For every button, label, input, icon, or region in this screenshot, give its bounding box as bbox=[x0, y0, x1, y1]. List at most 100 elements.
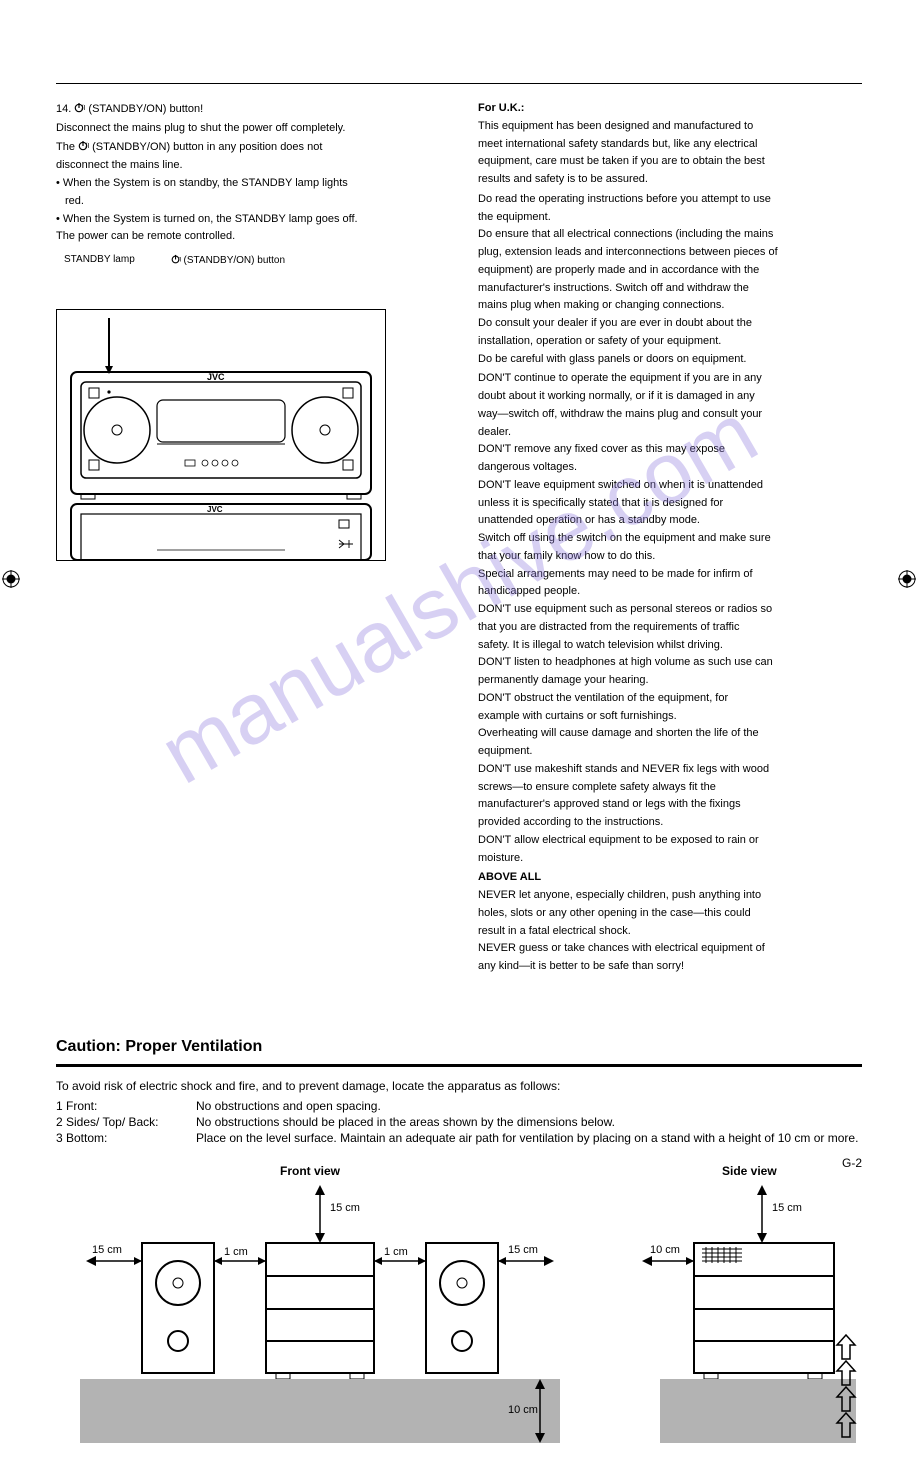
left-line-3: The /I (STANDBY/ON) button in any positi… bbox=[56, 140, 440, 156]
front-view-diagram: Front view 15 cm bbox=[80, 1161, 560, 1461]
left-l3-rest: (STANDBY/ON) button in any position does… bbox=[92, 141, 322, 153]
left-l8: The power can be remote controlled. bbox=[56, 230, 440, 244]
left-l1-rest: (STANDBY/ON) button! bbox=[88, 103, 203, 115]
power-icon: /I bbox=[74, 102, 85, 118]
left-l2: Disconnect the mains plug to shut the po… bbox=[56, 122, 440, 136]
caution-title: Caution: Proper Ventilation bbox=[56, 1038, 862, 1056]
r-l9: equipment) are properly made and in acco… bbox=[478, 264, 862, 278]
standby-lamp-label: STANDBY lamp bbox=[64, 254, 135, 269]
row3-label: 3 Bottom: bbox=[56, 1131, 196, 1145]
r-l24: Switch off using the switch on the equip… bbox=[478, 532, 862, 546]
svg-text:Side view: Side view bbox=[722, 1164, 777, 1178]
r-l38: screws—to ensure complete safety always … bbox=[478, 781, 862, 795]
r-l11: mains plug when making or changing conne… bbox=[478, 299, 862, 313]
registration-mark-right bbox=[898, 570, 916, 588]
r-l4: results and safety is to be assured. bbox=[478, 173, 862, 187]
front-view-label: Front view bbox=[280, 1164, 341, 1178]
svg-text:10 cm: 10 cm bbox=[650, 1244, 680, 1256]
r-l3: equipment, care must be taken if you are… bbox=[478, 155, 862, 169]
r-l34: example with curtains or soft furnishing… bbox=[478, 710, 862, 724]
r-l10: manufacturer's instructions. Switch off … bbox=[478, 282, 862, 296]
row3-text: Place on the level surface. Maintain an … bbox=[196, 1131, 862, 1145]
uk-title: For U.K.: bbox=[478, 102, 862, 116]
r-l41: DON'T allow electrical equipment to be e… bbox=[478, 834, 862, 848]
a5: any kind—it is better to be safe than so… bbox=[478, 960, 862, 974]
svg-text:15 cm: 15 cm bbox=[330, 1202, 360, 1214]
r-l36: equipment. bbox=[478, 745, 862, 759]
left-line-1: 14. /I (STANDBY/ON) button! bbox=[56, 102, 440, 118]
power-icon: /I bbox=[78, 140, 89, 156]
r-l15: DON'T continue to operate the equipment … bbox=[478, 372, 862, 386]
svg-text:10 cm: 10 cm bbox=[508, 1404, 538, 1416]
svg-text:JVC: JVC bbox=[207, 372, 225, 382]
left-column: 14. /I (STANDBY/ON) button! Disconnect t… bbox=[56, 102, 440, 978]
left-l6: red. bbox=[56, 195, 440, 209]
row2-text: No obstructions should be placed in the … bbox=[196, 1115, 862, 1129]
r-l7: Do ensure that all electrical connection… bbox=[478, 228, 862, 242]
r-l2: meet international safety standards but,… bbox=[478, 138, 862, 152]
r-l12: Do consult your dealer if you are ever i… bbox=[478, 317, 862, 331]
a2: holes, slots or any other opening in the… bbox=[478, 907, 862, 921]
r-l35: Overheating will cause damage and shorte… bbox=[478, 727, 862, 741]
r-l13: installation, operation or safety of you… bbox=[478, 335, 862, 349]
r-l19: DON'T remove any fixed cover as this may… bbox=[478, 443, 862, 457]
left-l7: • When the System is turned on, the STAN… bbox=[56, 213, 440, 227]
r-l33: DON'T obstruct the ventilation of the eq… bbox=[478, 692, 862, 706]
r-l27: handicapped people. bbox=[478, 585, 862, 599]
left-l5: • When the System is on standby, the STA… bbox=[56, 177, 440, 191]
row1-label: 1 Front: bbox=[56, 1099, 196, 1113]
svg-text:15 cm: 15 cm bbox=[508, 1244, 538, 1256]
standby-button-label: /I (STANDBY/ON) button bbox=[171, 254, 285, 269]
divider-top bbox=[56, 83, 862, 84]
svg-text:1 cm: 1 cm bbox=[384, 1246, 408, 1258]
r-l6: the equipment. bbox=[478, 211, 862, 225]
svg-text:/I: /I bbox=[82, 105, 86, 112]
side-view-diagram: Side view 15 cm bbox=[642, 1161, 872, 1461]
page: manualshive.com 14. /I (STANDBY/ON) butt… bbox=[0, 0, 918, 1188]
r-l29: that you are distracted from the require… bbox=[478, 621, 862, 635]
r-l1: This equipment has been designed and man… bbox=[478, 120, 862, 134]
intro-line: To avoid risk of electric shock and fire… bbox=[56, 1079, 862, 1093]
two-column-area: 14. /I (STANDBY/ON) button! Disconnect t… bbox=[56, 102, 862, 978]
r-l31: DON'T listen to headphones at high volum… bbox=[478, 656, 862, 670]
r-l21: DON'T leave equipment switched on when i… bbox=[478, 479, 862, 493]
r-l40: provided according to the instructions. bbox=[478, 816, 862, 830]
registration-mark-left bbox=[2, 570, 20, 588]
r-l8: plug, extension leads and interconnectio… bbox=[478, 246, 862, 260]
r-l37: DON'T use makeshift stands and NEVER fix… bbox=[478, 763, 862, 777]
r-l39: manufacturer's approved stand or legs wi… bbox=[478, 798, 862, 812]
svg-text:/I: /I bbox=[85, 143, 89, 150]
svg-text:JVC: JVC bbox=[207, 505, 223, 514]
page-footer: G-2 bbox=[842, 1156, 862, 1170]
left-l4: disconnect the mains line. bbox=[56, 159, 440, 173]
svg-text:15 cm: 15 cm bbox=[772, 1202, 802, 1214]
svg-text:1 cm: 1 cm bbox=[224, 1246, 248, 1258]
receiver-illustration: JVC bbox=[56, 309, 386, 561]
a1: NEVER let anyone, especially children, p… bbox=[478, 889, 862, 903]
r-l32: permanently damage your hearing. bbox=[478, 674, 862, 688]
r-l30: safety. It is illegal to watch televisio… bbox=[478, 639, 862, 653]
r-l22: unless it is specifically stated that it… bbox=[478, 497, 862, 511]
r-l26: Special arrangements may need to be made… bbox=[478, 568, 862, 582]
r-l14: Do be careful with glass panels or doors… bbox=[478, 353, 862, 367]
above-all-title: ABOVE ALL bbox=[478, 871, 862, 885]
r-l5: Do read the operating instructions befor… bbox=[478, 193, 862, 207]
left-l3-pre: The bbox=[56, 141, 75, 153]
row1-text: No obstructions and open spacing. bbox=[196, 1099, 862, 1113]
r-l17: way—switch off, withdraw the mains plug … bbox=[478, 408, 862, 422]
r-l16: doubt about it working normally, or if i… bbox=[478, 390, 862, 404]
svg-text:/I: /I bbox=[177, 256, 180, 263]
right-column: For U.K.: This equipment has been design… bbox=[478, 102, 862, 978]
row2-label: 2 Sides/ Top/ Back: bbox=[56, 1115, 196, 1129]
divider-thick bbox=[56, 1064, 862, 1067]
r-l23: unattended operation or has a standby mo… bbox=[478, 514, 862, 528]
r-l25: that your family know how to do this. bbox=[478, 550, 862, 564]
r-l18: dealer. bbox=[478, 426, 862, 440]
r-l20: dangerous voltages. bbox=[478, 461, 862, 475]
r-l28: DON'T use equipment such as personal ste… bbox=[478, 603, 862, 617]
power-icon: /I bbox=[171, 254, 181, 269]
clearance-diagrams: Front view 15 cm bbox=[80, 1161, 862, 1461]
left-l1-pre: 14. bbox=[56, 103, 71, 115]
a4: NEVER guess or take chances with electri… bbox=[478, 942, 862, 956]
r-l42: moisture. bbox=[478, 852, 862, 866]
